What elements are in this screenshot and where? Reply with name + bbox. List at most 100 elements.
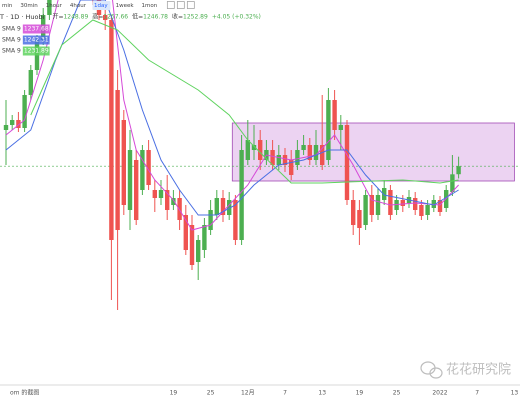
candle-body	[28, 70, 33, 95]
candle-body	[115, 90, 120, 230]
sma-line	[5, 0, 459, 216]
candle-body	[146, 150, 151, 185]
candle-body	[313, 145, 319, 160]
candle-body	[220, 198, 226, 215]
candle-body	[22, 95, 27, 128]
x-tick-label: 2022	[432, 390, 447, 397]
candle-body	[413, 198, 418, 210]
candle-body	[351, 200, 356, 225]
candle-body	[258, 140, 263, 160]
x-tick-label: 25	[207, 390, 215, 397]
candle-body	[357, 210, 362, 228]
sma-line	[30, 19, 459, 184]
timeframe-button[interactable]: 1day	[94, 3, 108, 9]
candle-body	[382, 188, 387, 200]
legend-swatch	[22, 35, 50, 45]
candle-body	[276, 155, 281, 165]
x-tick-label: 7	[283, 390, 287, 397]
ohlc-label: 低=	[132, 13, 143, 21]
candle-body	[456, 166, 461, 175]
timeframe-button[interactable]: 1mon	[142, 3, 158, 9]
candle-body	[152, 190, 157, 198]
candle-body	[227, 200, 232, 215]
candle-body	[388, 190, 393, 215]
candle-body	[332, 100, 337, 130]
legend-swatch	[22, 46, 50, 56]
candle-body	[202, 225, 207, 250]
candle-body	[400, 200, 405, 206]
candle-body	[425, 205, 430, 215]
candle-body	[450, 174, 455, 192]
candle-body	[134, 160, 139, 220]
candle-body	[419, 205, 424, 216]
x-tick-label: 7	[475, 390, 479, 397]
legend-name: SMA 9	[2, 26, 21, 33]
footer-text: om 的截图	[10, 389, 39, 397]
symbol-label: T · 1D · Huobi	[0, 13, 45, 21]
candle-body	[171, 198, 176, 205]
candle-body	[183, 215, 188, 250]
timeframe-button[interactable]: 1week	[116, 3, 135, 9]
candle-body	[189, 225, 195, 265]
candle-body	[214, 198, 219, 215]
candle-body	[375, 195, 381, 215]
candle-body	[344, 125, 350, 200]
plot-area	[0, 0, 520, 310]
x-tick-label: 19	[170, 390, 178, 397]
timeframe-button[interactable]: min	[2, 3, 13, 9]
x-tick-label: 13	[318, 390, 326, 397]
watermark: 花花研究院	[420, 361, 511, 379]
candle-body	[127, 150, 133, 210]
legend-name: SMA 9	[2, 37, 21, 44]
candle-body	[158, 190, 164, 198]
toolbar-icon	[166, 1, 175, 9]
x-tick-label: 25	[393, 390, 401, 397]
sma-line	[5, 0, 459, 231]
ohlc-value: 1252.89	[183, 14, 208, 21]
candle-body	[208, 210, 213, 230]
ohlc-label: 收=	[172, 13, 183, 21]
candle-body	[295, 150, 300, 165]
legend-value: 1237.68	[24, 26, 49, 33]
candle-body	[282, 155, 288, 165]
x-tick-label: 13	[511, 390, 519, 397]
candle-body	[245, 140, 250, 160]
candle-body	[103, 15, 108, 20]
candle-body	[270, 150, 275, 165]
timeframe-button[interactable]: 30min	[20, 3, 38, 9]
candle-body	[16, 120, 21, 128]
timeframe-active-bg	[92, 1, 111, 10]
timeframe-button[interactable]: 1hour	[46, 3, 63, 9]
candle-body	[289, 160, 294, 175]
legend-value: 1242.31	[24, 37, 49, 44]
candle-body	[177, 198, 182, 220]
candle-body	[251, 145, 257, 150]
legend-swatch	[22, 24, 50, 34]
ohlc-value: 1246.78	[143, 14, 168, 21]
watermark-text: 花花研究院	[446, 362, 511, 378]
candle-body	[109, 20, 114, 240]
candle-body	[3, 125, 9, 130]
candle-body	[165, 190, 170, 210]
candle-body	[320, 145, 325, 165]
x-tick-label: 19	[356, 390, 364, 397]
legend-value: 1231.89	[24, 48, 49, 55]
candle-body	[338, 125, 343, 130]
candle-body	[301, 145, 306, 150]
ohlc-label: 开=	[52, 14, 63, 21]
toolbar-icon	[176, 1, 185, 9]
toolbar-icon	[186, 1, 195, 9]
ohlc-value: 1248.89	[63, 14, 88, 21]
candle-body	[121, 120, 126, 205]
candle-body	[140, 150, 145, 190]
timeframe-button[interactable]: 4hour	[70, 3, 87, 9]
candle-body	[233, 200, 238, 240]
candle-body	[307, 145, 312, 160]
x-axis-strip	[0, 385, 520, 400]
ohlc-value: 1257.66	[103, 14, 128, 21]
x-tick-label: 12月	[241, 390, 255, 397]
candle-body	[196, 240, 201, 262]
candle-body	[437, 200, 443, 212]
candle-body	[363, 195, 368, 225]
